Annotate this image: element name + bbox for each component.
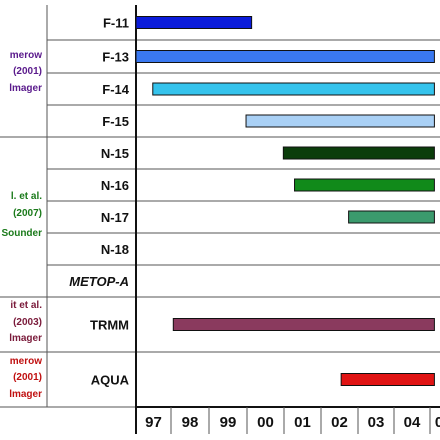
- bar-n-17: [348, 210, 435, 224]
- reference-text: lmager: [9, 83, 42, 94]
- row-label: METOP-A: [69, 274, 129, 289]
- row-label: N-18: [101, 242, 129, 257]
- reference-text: Sounder: [1, 228, 42, 239]
- reference-text: lmager: [9, 333, 42, 344]
- row-label: N-15: [101, 146, 129, 161]
- bar-f-14: [152, 82, 435, 96]
- row-label: TRMM: [90, 318, 129, 333]
- x-tick-label: 0: [435, 414, 440, 431]
- reference-text: (2007): [13, 208, 42, 219]
- x-tick-label: 02: [331, 414, 348, 431]
- bar-aqua: [340, 373, 435, 386]
- reference-text: (2001): [13, 372, 42, 383]
- bar-f-15: [245, 114, 435, 128]
- x-tick-label: 01: [294, 414, 311, 431]
- reference-text: merow: [10, 356, 42, 367]
- x-tick-label: 03: [368, 414, 385, 431]
- bar-f-13: [135, 50, 435, 63]
- x-tick-label: 00: [257, 414, 274, 431]
- reference-text: l. et al.: [11, 191, 42, 202]
- row-label: AQUA: [91, 373, 130, 388]
- x-tick-label: 99: [220, 414, 237, 431]
- reference-text: lmager: [9, 389, 42, 400]
- reference-text: (2001): [13, 66, 42, 77]
- reference-text: merow: [10, 50, 42, 61]
- row-label: F-13: [102, 50, 129, 65]
- row-label: N-17: [101, 210, 129, 225]
- x-tick-label: 98: [182, 414, 199, 431]
- bar-n-16: [294, 178, 435, 192]
- reference-text: it et al.: [10, 300, 42, 311]
- x-tick-label: 04: [404, 414, 421, 431]
- bar-trmm: [172, 318, 435, 331]
- bar-f-11: [135, 16, 253, 29]
- bar-n-15: [282, 146, 435, 160]
- reference-text: (2003): [13, 317, 42, 328]
- x-tick-label: 97: [145, 414, 162, 431]
- row-label: F-11: [103, 16, 129, 31]
- row-label: F-14: [102, 82, 130, 97]
- row-label: N-16: [101, 178, 129, 193]
- row-label: F-15: [102, 114, 129, 129]
